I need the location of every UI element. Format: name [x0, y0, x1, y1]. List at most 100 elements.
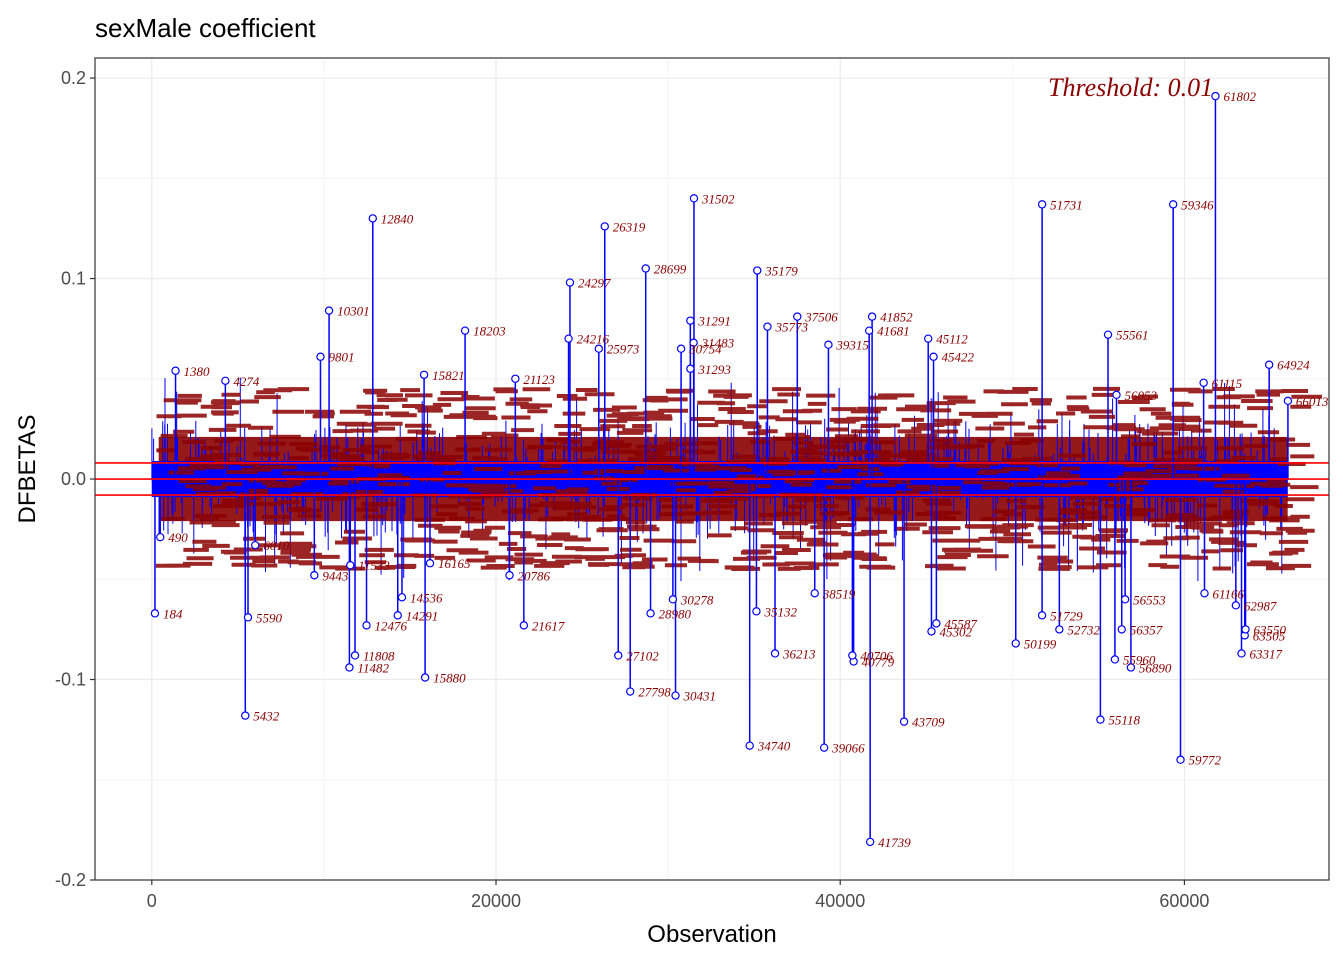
- observation-label: 55960: [1123, 652, 1156, 667]
- observation-label: 24216: [577, 332, 610, 347]
- observation-point: [171, 366, 180, 375]
- observation-label: 59346: [1181, 197, 1214, 212]
- observation-label: 41852: [880, 310, 913, 325]
- observation-point: [519, 621, 529, 630]
- observation-label: 27798: [638, 685, 671, 700]
- observation-label: 31293: [697, 362, 731, 377]
- observation-label: 35179: [764, 264, 798, 279]
- observation-label: 38519: [822, 586, 856, 601]
- y-tick-label: 0.0: [61, 469, 86, 489]
- observation-point: [1241, 625, 1250, 634]
- observation-point: [600, 222, 609, 231]
- observation-point: [150, 609, 160, 618]
- observation-label: 50199: [1024, 636, 1057, 651]
- observation-point: [810, 589, 819, 598]
- observation-label: 41739: [878, 835, 911, 850]
- observation-point: [793, 312, 802, 321]
- observation-label: 31502: [701, 191, 735, 206]
- observation-point: [899, 717, 909, 726]
- y-axis: -0.2 -0.1 0.0 0.1 0.2: [55, 68, 95, 890]
- observation-label: 14291: [406, 608, 439, 623]
- observation-label: 11482: [357, 660, 389, 675]
- observation-point: [251, 540, 260, 550]
- observation-label: 61166: [1212, 586, 1244, 601]
- observation-label: 63550: [1254, 622, 1287, 637]
- observation-point: [927, 627, 936, 636]
- y-axis-title: DFBETAS: [14, 415, 41, 524]
- observation-point: [1264, 360, 1274, 369]
- observation-label: 30278: [680, 592, 714, 607]
- observation-label: 26319: [613, 219, 646, 234]
- observation-label: 41681: [877, 324, 910, 339]
- observation-label: 10301: [337, 304, 370, 319]
- observation-point: [564, 334, 573, 343]
- observation-point: [362, 621, 371, 630]
- observation-point: [425, 559, 435, 568]
- observation-point: [1199, 378, 1208, 387]
- observation-label: 39315: [835, 338, 869, 353]
- x-tick-label: 20000: [471, 891, 521, 911]
- observation-label: 11808: [363, 648, 395, 663]
- observation-point: [368, 214, 377, 223]
- observation-point: [745, 741, 754, 750]
- observation-label: 20786: [518, 568, 551, 583]
- observation-point: [393, 611, 402, 620]
- observation-label: 18203: [473, 324, 506, 339]
- observation-point: [819, 743, 829, 752]
- observation-label: 56053: [1125, 388, 1158, 403]
- observation-label: 4274: [233, 374, 260, 389]
- observation-label: 30754: [688, 342, 722, 357]
- observation-label: 45302: [939, 624, 972, 639]
- observation-point: [1096, 715, 1105, 724]
- observation-label: 45422: [942, 350, 975, 365]
- observation-point: [1237, 649, 1246, 658]
- observation-point: [1117, 625, 1126, 634]
- observation-point: [511, 374, 520, 383]
- observation-label: 184: [163, 606, 183, 621]
- x-tick-label: 40000: [815, 891, 865, 911]
- observation-point: [243, 613, 253, 622]
- observation-label: 14536: [410, 590, 443, 605]
- observation-label: 36213: [782, 646, 816, 661]
- observation-point: [310, 571, 319, 580]
- observation-point: [686, 364, 695, 373]
- observation-point: [763, 322, 772, 331]
- observation-label: 51731: [1050, 197, 1083, 212]
- chart-title: sexMale coefficient: [95, 13, 316, 43]
- x-axis-title: Observation: [647, 921, 776, 948]
- observation-point: [1120, 595, 1130, 604]
- plot-panel: 61802 31502 51731 59346 12840 26319 28699 35179…: [94, 57, 1330, 881]
- observation-point: [770, 649, 780, 658]
- observation-label: 31291: [697, 314, 731, 329]
- observation-label: 21617: [532, 618, 565, 633]
- observation-label: 28980: [659, 606, 692, 621]
- observation-point: [594, 344, 604, 353]
- observation-label: 51729: [1050, 608, 1083, 623]
- observation-label: 15821: [432, 368, 465, 383]
- observation-point: [1211, 91, 1220, 101]
- observation-label: 62987: [1244, 598, 1277, 613]
- observation-label: 55561: [1116, 328, 1149, 343]
- y-tick-label: -0.2: [55, 870, 86, 890]
- observation-label: 5432: [253, 709, 280, 724]
- bulk-label-marks: [155, 386, 1322, 571]
- x-tick-label: 0: [147, 891, 157, 911]
- observation-label: 45587: [944, 616, 977, 631]
- observation-point: [689, 338, 698, 347]
- observation-label: 34740: [757, 739, 791, 754]
- observation-label: 45112: [936, 332, 968, 347]
- observation-point: [864, 326, 874, 335]
- observation-label: 56357: [1130, 622, 1163, 637]
- observation-point: [686, 316, 695, 325]
- observation-label: 15880: [433, 671, 466, 686]
- observation-point: [1168, 200, 1178, 209]
- observation-point: [316, 352, 325, 361]
- observation-label: 61802: [1223, 89, 1256, 104]
- y-tick-label: 0.2: [61, 68, 86, 88]
- observation-point: [565, 278, 575, 287]
- observation-point: [420, 673, 430, 682]
- observation-point: [1037, 611, 1047, 620]
- observation-point: [397, 593, 407, 602]
- observation-label: 55118: [1108, 713, 1140, 728]
